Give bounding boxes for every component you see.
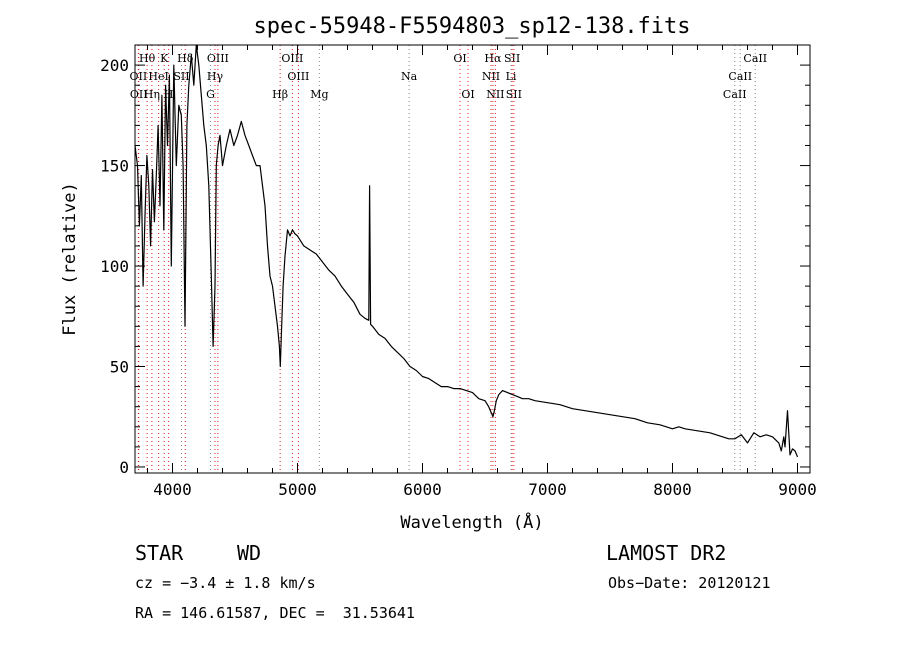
plot-frame bbox=[134, 44, 811, 474]
line-marker-label: OIII bbox=[287, 70, 309, 83]
line-marker-label: SII bbox=[504, 52, 520, 65]
x-tick-label: 8000 bbox=[653, 480, 692, 499]
x-tick-label: 4000 bbox=[153, 480, 192, 499]
line-marker-label: NII bbox=[482, 70, 500, 83]
y-tick-label: 0 bbox=[119, 458, 129, 477]
line-marker-label: Hθ bbox=[139, 52, 156, 65]
y-tick-label: 200 bbox=[100, 56, 129, 75]
line-marker-label: OIII bbox=[281, 52, 303, 65]
line-marker-label: CaII bbox=[743, 52, 767, 65]
line-marker-label: Hη bbox=[144, 88, 160, 101]
x-axis-label: Wavelength (Å) bbox=[400, 511, 543, 533]
observation-date: Obs−Date: 20120121 bbox=[608, 574, 771, 592]
line-marker-label: Hβ bbox=[272, 88, 288, 101]
y-tick-label: 150 bbox=[100, 157, 129, 176]
line-marker-label: OI bbox=[461, 88, 474, 101]
line-marker-label: SII bbox=[506, 88, 522, 101]
y-tick-label: 100 bbox=[100, 257, 129, 276]
line-marker-label: K bbox=[160, 52, 169, 65]
y-tick-label: 50 bbox=[110, 358, 129, 377]
line-marker-label: HeI bbox=[148, 70, 168, 83]
line-marker-label: Li bbox=[506, 70, 517, 83]
line-marker-label: SII bbox=[173, 70, 189, 83]
axes: 4000 5000 6000 7000 8000 9000 0 50 100 150 200 bbox=[100, 45, 817, 499]
line-marker-label: OII bbox=[130, 70, 148, 83]
object-class: STAR bbox=[135, 541, 184, 565]
chart-title: spec-55948-F5594803_sp12-138.fits bbox=[253, 14, 690, 39]
line-marker-label: NII bbox=[486, 88, 504, 101]
object-subclass: WD bbox=[237, 541, 262, 565]
x-tick-label: 5000 bbox=[278, 480, 317, 499]
line-marker-label: OII bbox=[130, 88, 148, 101]
spectrum-line-0 bbox=[134, 44, 799, 458]
x-tick-label: 9000 bbox=[778, 480, 817, 499]
sky-coordinates: RA = 146.61587, DEC = 31.53641 bbox=[135, 604, 415, 622]
spectrum-chart: spec-55948-F5594803_sp12-138.fits Hθ K Hδ O… bbox=[60, 14, 817, 533]
redshift-velocity: cz = −3.4 ± 1.8 km/s bbox=[135, 574, 316, 592]
line-marker-label: CaII bbox=[723, 88, 747, 101]
line-marker-label: G bbox=[206, 88, 215, 101]
line-marker-label: OIII bbox=[207, 52, 229, 65]
line-marker-label: Mg bbox=[310, 88, 328, 101]
y-axis-label: Flux (relative) bbox=[60, 182, 80, 336]
x-tick-label: 6000 bbox=[403, 480, 442, 499]
line-marker-label: CaII bbox=[728, 70, 752, 83]
survey-name: LAMOST DR2 bbox=[606, 541, 727, 565]
x-tick-label: 7000 bbox=[528, 480, 567, 499]
line-marker-label: Hγ bbox=[207, 70, 224, 83]
line-marker-label: OI bbox=[453, 52, 466, 65]
spectrum-series bbox=[134, 44, 799, 458]
line-marker-label: Na bbox=[401, 70, 418, 83]
line-marker-label: Hα bbox=[484, 52, 502, 65]
